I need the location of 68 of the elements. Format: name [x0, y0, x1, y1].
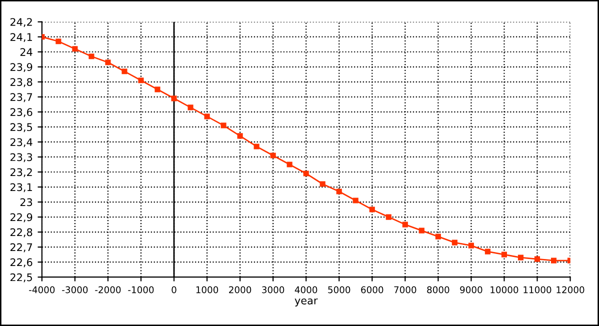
point: [369, 206, 375, 212]
x-tick-label: 10000: [490, 286, 518, 294]
point: [270, 152, 276, 158]
y-tick-label: 24,1: [10, 33, 32, 42]
x-tick-label: 5000: [328, 286, 350, 294]
line-series: [42, 34, 570, 264]
x-tick-label: -1000: [128, 286, 154, 294]
x-tick-label: 7000: [394, 286, 416, 294]
point: [320, 181, 326, 187]
point: [518, 254, 524, 260]
point: [188, 104, 194, 110]
y-tick-label: 23,5: [10, 123, 32, 132]
y-tick-label: 23: [20, 198, 32, 206]
x-tick-label: 12000: [556, 286, 584, 294]
y-tick-label: 23,7: [10, 93, 32, 102]
x-tick-label: 2000: [229, 286, 252, 294]
point: [418, 228, 424, 234]
y-tick-label: 24: [20, 48, 32, 56]
point: [105, 60, 111, 66]
point: [286, 162, 292, 168]
point: [402, 222, 408, 228]
point: [237, 133, 243, 139]
x-axis-title: year: [294, 298, 318, 306]
point: [386, 214, 392, 220]
x-tick-label: -3000: [62, 286, 88, 294]
y-tick-label: 23,6: [10, 108, 32, 118]
y-tick-label: 23,3: [10, 153, 32, 162]
point: [484, 248, 490, 254]
y-tick-label: 23,2: [10, 168, 32, 178]
point: [171, 96, 177, 102]
y-tick-label: 23,9: [10, 63, 32, 72]
y-tick-label: 22,7: [10, 243, 32, 252]
point: [122, 68, 128, 74]
point: [435, 234, 441, 240]
y-tick-label: 22,9: [10, 213, 32, 222]
y-tick-label: 23,1: [10, 183, 32, 192]
point: [468, 242, 474, 248]
point: [550, 258, 557, 264]
y-tick-label: 22,8: [10, 228, 32, 238]
x-tick-label: 8000: [427, 286, 450, 294]
point: [452, 240, 458, 246]
point: [56, 38, 62, 44]
point: [254, 144, 260, 150]
x-tick-label: -2000: [95, 286, 121, 294]
x-tick-label: 6000: [361, 286, 384, 294]
point: [501, 252, 507, 258]
point: [336, 188, 342, 194]
point: [220, 122, 226, 128]
x-tick-label: 4000: [294, 286, 318, 294]
point: [534, 256, 540, 262]
y-tick-label: 22,5: [10, 273, 32, 282]
y-tick-label: 23,4: [10, 138, 32, 148]
y-tick-label: 23,8: [10, 78, 32, 88]
point: [154, 86, 160, 92]
x-tick-label: 1000: [196, 286, 218, 294]
x-tick-label: 11000: [524, 286, 552, 294]
x-tick-label: -4000: [29, 286, 55, 294]
point: [352, 198, 358, 204]
point: [88, 54, 94, 60]
point: [72, 46, 78, 52]
point: [204, 114, 210, 120]
point: [138, 78, 144, 84]
x-tick-label: 9000: [460, 286, 482, 294]
y-tick-label: 24,2: [10, 18, 32, 28]
y-tick-label: 22,6: [10, 258, 32, 268]
x-tick-label: 0: [172, 286, 176, 294]
point: [303, 170, 309, 176]
x-tick-label: 3000: [262, 286, 284, 294]
